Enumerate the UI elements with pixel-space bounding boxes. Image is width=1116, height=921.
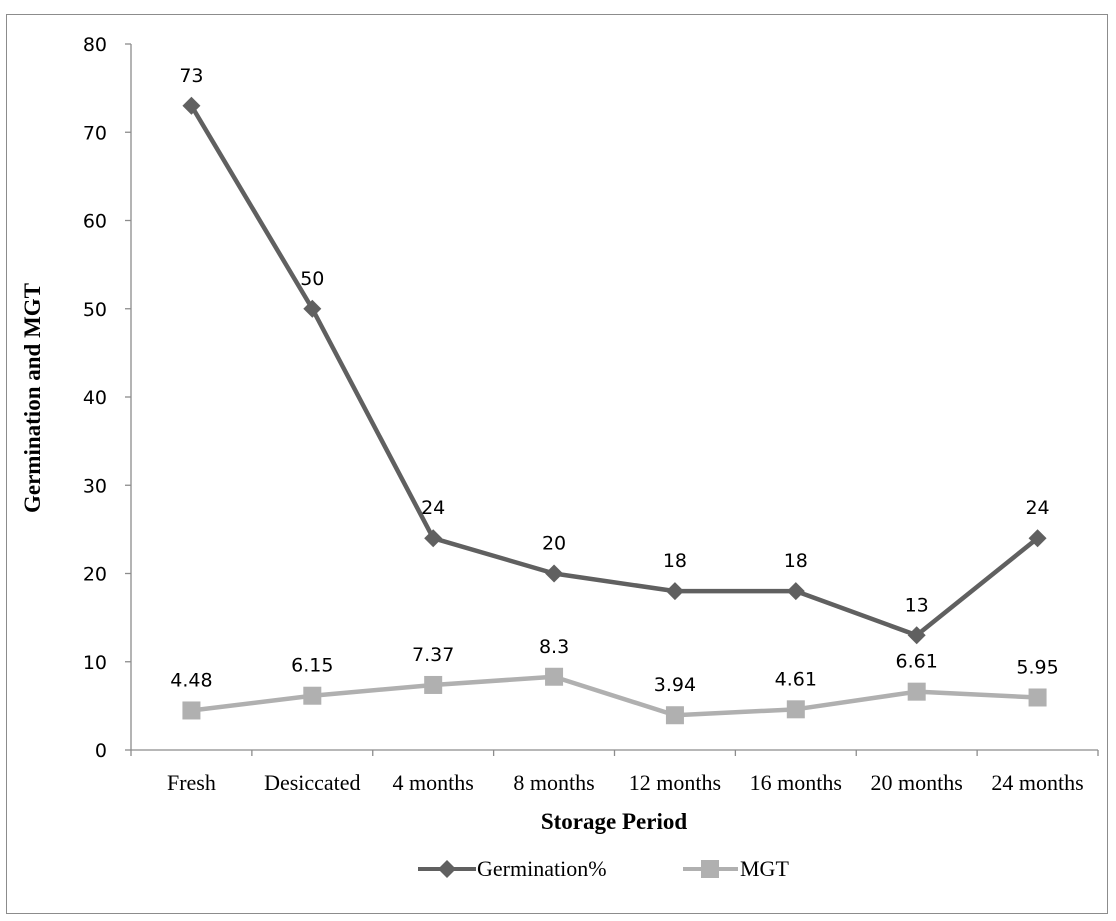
data-label-germination: 20 <box>542 533 566 555</box>
series-layer <box>182 96 1047 725</box>
y-tick-label: 40 <box>83 387 107 409</box>
data-point-germination[interactable] <box>545 564 564 583</box>
x-tick-label: 16 months <box>750 770 842 795</box>
data-label-germination: 73 <box>179 65 203 87</box>
data-label-mgt: 8.3 <box>539 636 569 658</box>
data-point-mgt[interactable] <box>665 706 684 725</box>
legend: Germination% MGT <box>418 856 789 881</box>
legend-item-germination[interactable]: Germination% <box>418 856 607 881</box>
legend-marker-diamond-icon <box>438 860 456 878</box>
data-point-germination[interactable] <box>665 582 684 601</box>
x-tick-label: 24 months <box>991 770 1083 795</box>
data-point-germination[interactable] <box>424 529 443 548</box>
data-point-mgt[interactable] <box>545 667 564 686</box>
y-axis-title: Germination and MGT <box>20 283 45 513</box>
data-label-germination: 50 <box>300 268 324 290</box>
chart-frame <box>6 14 1108 914</box>
data-point-germination[interactable] <box>303 299 322 318</box>
data-point-mgt[interactable] <box>786 700 805 719</box>
y-tick-label: 30 <box>83 475 107 497</box>
x-axis-title: Storage Period <box>541 809 687 834</box>
data-label-mgt: 5.95 <box>1016 656 1058 678</box>
x-tick-label: Desiccated <box>264 770 361 795</box>
data-point-germination[interactable] <box>182 96 201 115</box>
legend-label-germination: Germination% <box>477 856 607 881</box>
data-point-mgt[interactable] <box>182 701 201 720</box>
data-point-germination[interactable] <box>907 626 926 645</box>
data-label-mgt: 4.48 <box>170 669 212 691</box>
data-label-germination: 13 <box>905 594 929 616</box>
data-label-mgt: 7.37 <box>412 644 454 666</box>
y-tick-label: 80 <box>83 34 107 56</box>
x-tick-label: 8 months <box>513 770 594 795</box>
data-point-germination[interactable] <box>1028 529 1047 548</box>
y-tick-label: 70 <box>83 122 107 144</box>
legend-marker-square-icon <box>701 860 719 878</box>
data-labels-layer: 73 50 24 20 18 18 13 24 4.48 6.15 7.37 8.3 3.94 4.61 6… <box>170 65 1058 696</box>
data-label-germination: 18 <box>663 550 687 572</box>
y-tick-label: 60 <box>83 211 107 233</box>
data-label-mgt: 6.61 <box>896 651 938 673</box>
data-point-mgt[interactable] <box>303 686 322 705</box>
x-tick-label: 4 months <box>393 770 474 795</box>
data-label-mgt: 4.61 <box>775 668 817 690</box>
y-tick-label: 20 <box>83 564 107 586</box>
x-tick-label: 12 months <box>629 770 721 795</box>
data-label-mgt: 3.94 <box>654 674 696 696</box>
data-point-mgt[interactable] <box>907 682 926 701</box>
data-label-germination: 24 <box>421 497 445 519</box>
y-tick-label: 10 <box>83 652 107 674</box>
data-label-mgt: 6.15 <box>291 655 333 677</box>
series-line-germination <box>189 104 1039 638</box>
legend-item-mgt[interactable]: MGT <box>683 856 789 881</box>
data-point-mgt[interactable] <box>1028 688 1047 707</box>
y-axis-ticks: 0 10 20 30 40 50 60 70 80 <box>83 34 131 762</box>
x-axis-ticks: Fresh Desiccated 4 months 8 months 12 months… <box>130 750 1099 795</box>
data-point-germination[interactable] <box>786 582 805 601</box>
y-tick-label: 50 <box>83 299 107 321</box>
data-label-germination: 18 <box>784 550 808 572</box>
x-tick-label: Fresh <box>167 770 216 795</box>
data-point-mgt[interactable] <box>424 675 443 694</box>
data-label-germination: 24 <box>1025 497 1049 519</box>
series-line-mgt <box>191 674 1038 718</box>
x-tick-label: 20 months <box>871 770 963 795</box>
legend-label-mgt: MGT <box>740 856 789 881</box>
y-tick-label: 0 <box>95 740 107 762</box>
